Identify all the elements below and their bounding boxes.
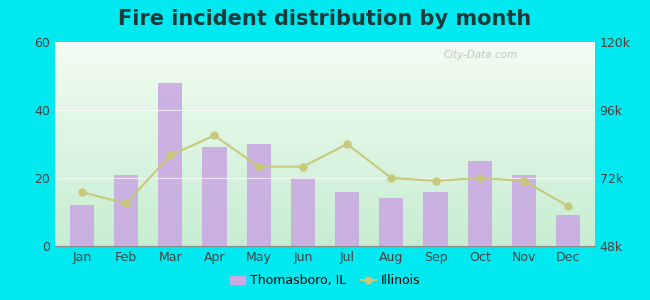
Bar xyxy=(556,215,580,246)
Bar xyxy=(423,192,448,246)
Bar xyxy=(202,147,227,246)
Legend: Thomasboro, IL, Illinois: Thomasboro, IL, Illinois xyxy=(224,269,426,292)
Bar xyxy=(379,198,404,246)
Bar xyxy=(158,83,183,246)
Bar xyxy=(114,175,138,246)
Bar xyxy=(467,161,492,246)
Bar xyxy=(246,144,271,246)
Bar xyxy=(291,178,315,246)
Text: Fire incident distribution by month: Fire incident distribution by month xyxy=(118,9,532,29)
Bar xyxy=(70,205,94,246)
Bar xyxy=(512,175,536,246)
Bar xyxy=(335,192,359,246)
Text: City-Data.com: City-Data.com xyxy=(444,50,518,60)
